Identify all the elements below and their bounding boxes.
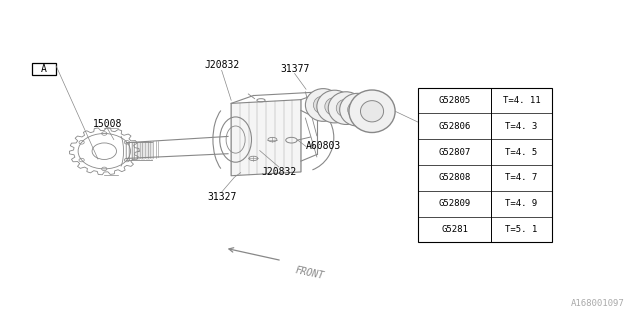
Ellipse shape — [314, 96, 333, 114]
Text: A60803: A60803 — [306, 141, 341, 151]
Ellipse shape — [349, 90, 395, 132]
Bar — [419, 88, 552, 242]
Text: T=4. 11: T=4. 11 — [502, 96, 540, 105]
Text: 31327: 31327 — [207, 192, 236, 202]
Text: T=4. 3: T=4. 3 — [506, 122, 538, 131]
Text: FRONT: FRONT — [294, 265, 325, 281]
Text: G52809: G52809 — [438, 199, 471, 208]
Text: T=4. 5: T=4. 5 — [506, 148, 538, 156]
Ellipse shape — [360, 100, 383, 122]
Bar — [32, 63, 56, 75]
Text: 15008: 15008 — [93, 118, 122, 129]
Text: G52805: G52805 — [438, 96, 471, 105]
Text: T=4. 7: T=4. 7 — [506, 173, 538, 182]
Text: G52807: G52807 — [438, 148, 471, 156]
Text: A168001097: A168001097 — [571, 299, 625, 308]
Ellipse shape — [317, 90, 353, 123]
Text: J20832: J20832 — [261, 167, 296, 177]
Text: G52806: G52806 — [438, 122, 471, 131]
Text: T=5. 1: T=5. 1 — [506, 225, 538, 234]
Ellipse shape — [305, 89, 341, 121]
Ellipse shape — [328, 92, 364, 124]
Text: T=4. 9: T=4. 9 — [506, 199, 538, 208]
Ellipse shape — [348, 101, 367, 119]
Ellipse shape — [340, 93, 375, 126]
Ellipse shape — [325, 98, 344, 116]
Text: 31377: 31377 — [280, 64, 309, 74]
Text: G52808: G52808 — [438, 173, 471, 182]
Text: A: A — [41, 64, 47, 74]
Text: G5281: G5281 — [442, 225, 468, 234]
Text: J20832: J20832 — [204, 60, 239, 70]
Ellipse shape — [336, 99, 356, 117]
Polygon shape — [231, 100, 301, 176]
